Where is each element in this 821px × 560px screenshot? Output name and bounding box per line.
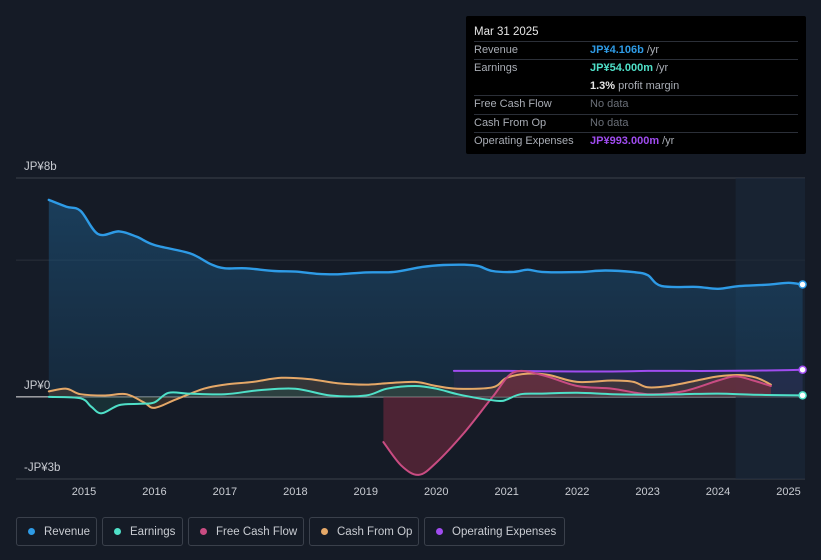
legend-item-opex[interactable]: Operating Expenses: [424, 517, 565, 546]
tooltip-unit-revenue: /yr: [646, 44, 660, 56]
y-tick-label: -JP¥3b: [24, 462, 60, 474]
tooltip-unit-margin: profit margin: [618, 79, 680, 92]
legend-label-earnings: Earnings: [130, 525, 176, 538]
area-earnings: [48, 386, 803, 414]
tooltip-label-cfo: Cash From Op: [474, 116, 547, 129]
line-revenue: [47, 198, 804, 291]
tooltip-row-earnings: Earnings JP¥54.000m /yr: [474, 59, 798, 77]
legend-item-earnings[interactable]: Earnings: [102, 517, 183, 546]
x-tick-label: 2024: [706, 486, 730, 498]
legend-item-revenue[interactable]: Revenue: [16, 517, 97, 546]
tooltip-label-earnings: Earnings: [474, 62, 518, 75]
legend-dot-fcf: [200, 528, 207, 535]
area-revenue: [48, 199, 803, 397]
tooltip-value-revenue: JP¥4.106b: [590, 44, 644, 56]
tooltip-unit-opex: /yr: [662, 134, 675, 147]
series-end-markers: [798, 280, 807, 400]
x-tick-label: 2021: [494, 486, 518, 498]
legend-label-fcf: Free Cash Flow: [216, 525, 298, 538]
line-cfo: [47, 372, 772, 409]
legend-label-revenue: Revenue: [44, 525, 91, 538]
tooltip-value-cfo: No data: [590, 116, 629, 129]
legend-dot-revenue: [28, 528, 35, 535]
legend-dot-cfo: [321, 528, 328, 535]
legend-dot-opex: [436, 528, 443, 535]
x-tick-label: 2017: [213, 486, 237, 498]
tooltip-value-earnings: JP¥54.000m: [590, 62, 653, 75]
tooltip-value-margin: 1.3%: [590, 79, 616, 92]
legend-dot-earnings: [114, 528, 121, 535]
x-tick-label: 2020: [424, 486, 448, 498]
series-areas: [48, 199, 803, 475]
line-earnings: [47, 385, 804, 415]
marker-opex: [798, 365, 807, 374]
tooltip-date: Mar 31 2025: [474, 26, 539, 38]
tooltip-label-fcf: Free Cash Flow: [474, 98, 552, 111]
line-opex: [452, 368, 804, 373]
tooltip-label-opex: Operating Expenses: [474, 134, 574, 147]
tooltip-value-opex: JP¥993.000m: [590, 134, 660, 147]
y-tick-label: JP¥8b: [24, 161, 57, 173]
tooltip-row-cfo: Cash From Op No data: [474, 113, 798, 132]
y-axis-labels: JP¥8b JP¥0 -JP¥3b: [24, 161, 60, 474]
area-fcf: [383, 370, 771, 475]
series-lines: [47, 198, 804, 476]
x-tick-label: 2016: [142, 486, 166, 498]
x-tick-label: 2019: [354, 486, 378, 498]
legend-item-cfo[interactable]: Cash From Op: [309, 517, 419, 546]
line-fcf: [382, 369, 772, 476]
tooltip-row-revenue: Revenue JP¥4.106b /yr: [474, 41, 798, 59]
tooltip-unit-earnings: /yr: [656, 62, 669, 75]
marker-earnings: [798, 391, 807, 400]
tooltip-label-revenue: Revenue: [474, 44, 519, 56]
tooltip-row-opex: Operating Expenses JP¥993.000m /yr: [474, 131, 798, 150]
legend-item-fcf[interactable]: Free Cash Flow: [188, 517, 304, 546]
tooltip-value-fcf: No data: [590, 98, 629, 111]
y-tick-label: JP¥0: [24, 380, 50, 392]
data-tooltip: Mar 31 2025 Revenue JP¥4.106b /yr Earnin…: [466, 16, 806, 154]
legend-label-opex: Operating Expenses: [452, 525, 557, 538]
x-tick-label: 2023: [635, 486, 659, 498]
tooltip-row-margin: 1.3% profit margin: [474, 78, 798, 95]
x-tick-label: 2025: [776, 486, 800, 498]
marker-revenue: [798, 280, 807, 289]
x-tick-label: 2022: [565, 486, 589, 498]
legend-label-cfo: Cash From Op: [337, 525, 413, 538]
tooltip-row-fcf: Free Cash Flow No data: [474, 95, 798, 113]
x-tick-label: 2015: [72, 486, 96, 498]
x-axis-labels: 2015 2016 2017 2018 2019 2020 2021 2022 2023 2024…: [72, 486, 801, 498]
x-tick-label: 2018: [283, 486, 307, 498]
